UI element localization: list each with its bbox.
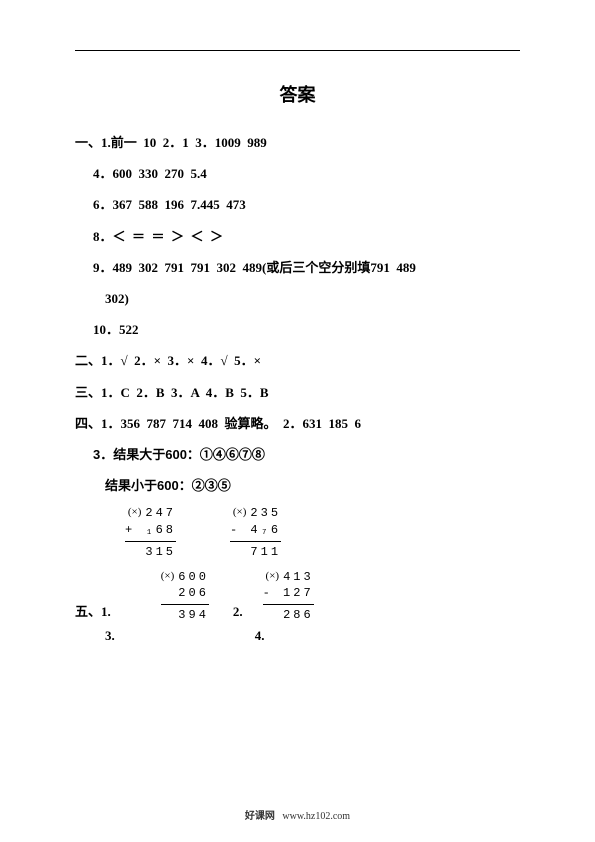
calc-4: (×)413 - 127 286 [263, 569, 314, 624]
answer-line-11: 3．结果大于600：①④⑥⑦⑧ [75, 439, 520, 470]
calc-2-r3: 711 [230, 541, 281, 561]
top-rule [75, 50, 520, 51]
footer-url: www.hz102.com [282, 811, 350, 822]
calc-4-r2: - 127 [263, 585, 314, 602]
answer-line-3: 6．367 588 196 7.445 473 [75, 189, 520, 220]
calc-3-mark: (×)600 [161, 569, 209, 586]
answer-line-6: 302) [75, 283, 520, 314]
calc-2: (×)235 - 4₇6 711 [230, 505, 281, 560]
answer-line-4: 8．＜ ＝ ＝ ＞ ＜ ＞ [75, 221, 520, 252]
calc-1-r2: + ₁68 [125, 522, 176, 539]
calc-row-2: 五、1. (×)600 206 394 2. (×)413 - 127 286 [75, 569, 520, 624]
answer-line-7: 10．522 [75, 314, 520, 345]
answer-line-5: 9．489 302 791 791 302 489(或后三个空分别填791 48… [75, 252, 520, 283]
answer-line-11-text: 3．结果大于600：①④⑥⑦⑧ [93, 447, 265, 462]
calc-row-1: (×)247 + ₁68 315 (×)235 - 4₇6 711 [75, 505, 520, 568]
calc-4-mark: (×)413 [263, 569, 314, 586]
calc-group-1: (×)247 + ₁68 315 [125, 505, 200, 560]
label-5-3: 3. [105, 628, 115, 648]
calc-3: (×)600 206 394 [161, 569, 209, 624]
calc-3-r2: 206 [161, 585, 209, 602]
answer-line-12-text: 结果小于600：②③⑤ [105, 478, 231, 493]
footer: 好课网 www.hz102.com [0, 807, 595, 822]
calc-3-r3: 394 [161, 604, 209, 624]
calc-2-r2: - 4₇6 [230, 522, 281, 539]
label-5-1: 五、1. [75, 604, 111, 624]
answer-line-2: 4．600 330 270 5.4 [75, 158, 520, 189]
calc-row-3-labels: 3. 4. [75, 628, 520, 648]
calc-2-mark: (×)235 [230, 505, 281, 522]
calc-1: (×)247 + ₁68 315 [125, 505, 176, 560]
footer-label: 好课网 [245, 811, 275, 822]
page-title: 答案 [75, 81, 520, 107]
answer-line-9: 三、1．C 2．B 3．A 4．B 5．B [75, 377, 520, 408]
calc-1-mark: (×)247 [125, 505, 176, 522]
answer-line-1: 一、1.前一 10 2．1 3．1009 989 [75, 127, 520, 158]
answer-line-12: 结果小于600：②③⑤ [75, 470, 520, 501]
calc-1-r3: 315 [125, 541, 176, 561]
answer-line-10: 四、1．356 787 714 408 验算略。 2．631 185 6 [75, 408, 520, 439]
label-5-4: 4. [255, 628, 265, 648]
calc-group-2: (×)235 - 4₇6 711 [230, 505, 305, 560]
answer-line-8: 二、1．√ 2．× 3．× 4．√ 5．× [75, 345, 520, 376]
calc-4-r3: 286 [263, 604, 314, 624]
label-5-2: 2. [233, 604, 243, 624]
